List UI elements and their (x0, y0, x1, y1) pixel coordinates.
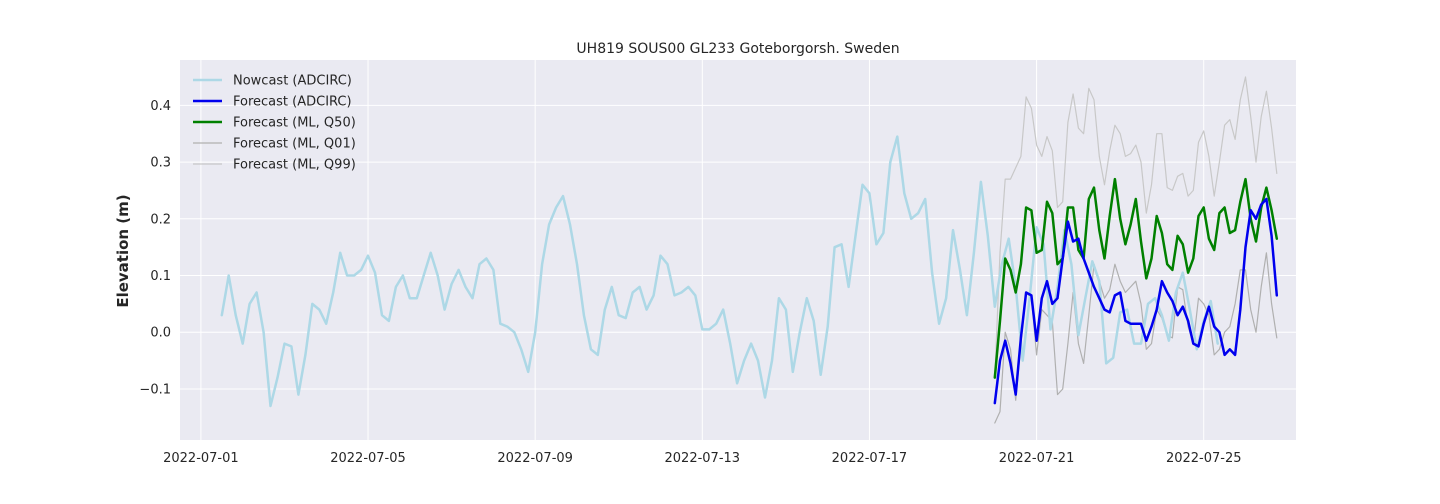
x-tick-label: 2022-07-09 (497, 451, 573, 466)
y-tick-labels: −0.1 0.0 0.1 0.2 0.3 0.4 (139, 99, 171, 398)
series-line-forecast-ml-q99 (994, 76, 1278, 379)
legend-label: Forecast (ML, Q99) (233, 158, 356, 173)
y-axis-label: Elevation (m) (114, 194, 132, 307)
series-lines (220, 76, 1279, 424)
x-tick-label: 2022-07-17 (832, 451, 908, 466)
y-tick-label: −0.1 (139, 382, 171, 397)
legend-label: Forecast (ML, Q50) (233, 116, 356, 131)
legend-label: Nowcast (ADCIRC) (233, 74, 352, 89)
series-line-forecast-ml-q50 (993, 177, 1279, 379)
series-line-nowcast-adcirc (220, 135, 1219, 408)
legend-label: Forecast (ML, Q01) (233, 137, 356, 152)
y-tick-label: 0.2 (150, 212, 171, 227)
y-tick-label: 0.0 (150, 326, 171, 341)
x-tick-label: 2022-07-01 (163, 451, 239, 466)
y-tick-label: 0.1 (150, 269, 171, 284)
legend: Nowcast (ADCIRC) Forecast (ADCIRC) Forecas… (193, 74, 356, 173)
x-tick-label: 2022-07-25 (1166, 451, 1242, 466)
x-tick-label: 2022-07-21 (999, 451, 1075, 466)
y-tick-label: 0.4 (150, 99, 171, 114)
x-tick-labels: 2022-07-01 2022-07-05 2022-07-09 2022-07-13… (163, 451, 1241, 466)
y-tick-label: 0.3 (150, 156, 171, 171)
series-line-forecast-adcirc (993, 197, 1279, 405)
x-tick-label: 2022-07-13 (665, 451, 741, 466)
x-tick-label: 2022-07-05 (330, 451, 406, 466)
chart-title: UH819 SOUS00 GL233 Goteborgorsh. Sweden (576, 41, 899, 57)
series-line-forecast-ml-q01 (994, 252, 1278, 424)
legend-label: Forecast (ADCIRC) (233, 95, 352, 110)
